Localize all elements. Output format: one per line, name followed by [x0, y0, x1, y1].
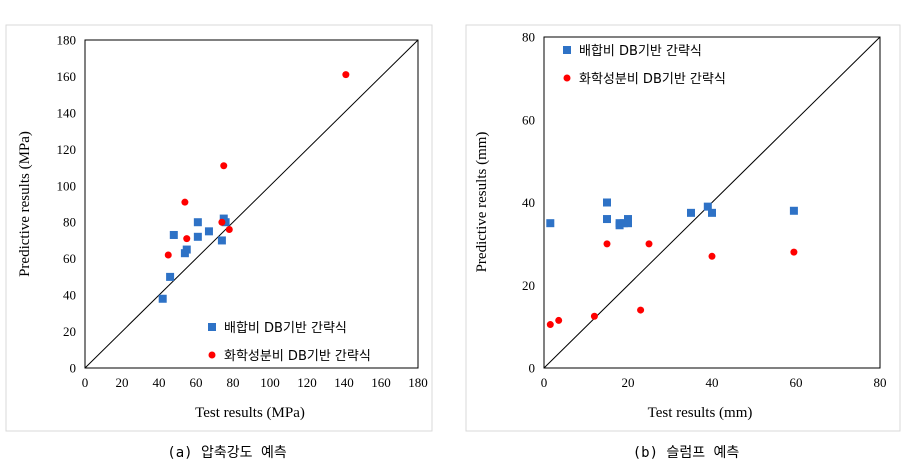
plot-frame: [5, 24, 433, 432]
x-tick-label: 0: [541, 375, 548, 390]
data-point-square: [169, 230, 178, 239]
reference-line: [543, 36, 881, 369]
data-point-square: [703, 202, 712, 211]
reference-line: [84, 39, 419, 369]
legend-square-marker: [563, 46, 571, 54]
data-point-square: [603, 215, 611, 224]
x-tick-label: 60: [790, 375, 803, 390]
x-tick-label: 100: [260, 375, 280, 390]
x-tick-label: 140: [334, 375, 354, 390]
legend: 배합비 DB기반 간략식 화학성분비 DB기반 간략식: [208, 321, 371, 364]
data-marks: [84, 39, 419, 369]
y-tick-label: 80: [63, 215, 76, 230]
data-point-square: [193, 232, 202, 241]
data-point-circle: [590, 312, 598, 320]
y-tick-label: 40: [63, 288, 76, 303]
x-tick-label: 40: [153, 375, 166, 390]
y-tick-label: 100: [57, 178, 77, 193]
x-tick-label: 160: [371, 375, 391, 390]
legend-label-mix-db: 배합비 DB기반 간략식: [579, 44, 702, 59]
y-tick-label: 60: [522, 112, 535, 127]
x-tick-label: 20: [622, 375, 635, 390]
data-point-circle: [645, 240, 653, 248]
y-tick-label: 180: [57, 33, 77, 48]
data-point-circle: [225, 226, 233, 234]
data-point-circle: [183, 235, 191, 243]
axes: 0 20 40 60 80 100 120 140 160 180 0 20 40 60 80 100 120 1…: [57, 33, 428, 391]
data-marks: [543, 36, 881, 369]
legend-square-marker: [208, 323, 216, 331]
data-point-square: [158, 294, 167, 303]
x-tick-label: 120: [297, 375, 317, 390]
legend-label-chem-db: 화학성분비 DB기반 간략식: [224, 349, 371, 364]
x-axis-title: Test results (mm): [648, 405, 753, 421]
data-point-square: [166, 272, 175, 281]
legend-circle-marker: [208, 351, 216, 359]
x-tick-label: 20: [116, 375, 129, 390]
data-point-circle: [546, 321, 554, 329]
plot-frame: [465, 24, 901, 432]
x-tick-label: 80: [874, 375, 887, 390]
x-tick-label: 40: [706, 375, 719, 390]
y-tick-label: 0: [70, 361, 77, 376]
chart-compressive-strength: 0 20 40 60 80 100 120 140 160 180 0 20 40 60 80 100 120 1…: [5, 24, 433, 461]
x-tick-label: 60: [190, 375, 203, 390]
y-tick-label: 40: [522, 195, 535, 210]
legend-label-mix-db: 배합비 DB기반 간략식: [224, 321, 347, 336]
data-point-circle: [790, 248, 798, 256]
data-point-circle: [637, 306, 645, 314]
y-tick-label: 160: [57, 69, 77, 84]
y-tick-label: 20: [63, 324, 76, 339]
data-point-square: [619, 219, 628, 228]
data-point-square: [789, 206, 798, 215]
y-tick-label: 20: [522, 278, 535, 293]
x-tick-label: 180: [408, 375, 428, 390]
y-tick-label: 120: [57, 142, 77, 157]
data-point-circle: [555, 316, 563, 324]
data-point-square: [624, 215, 632, 224]
data-point-circle: [181, 198, 189, 206]
data-point-square: [193, 218, 202, 227]
legend-label-chem-db: 화학성분비 DB기반 간략식: [579, 72, 726, 87]
y-axis-title: Predictive results (mm): [474, 132, 490, 273]
x-tick-label: 0: [82, 375, 89, 390]
data-point-square: [182, 245, 191, 254]
chart-caption: (a) 압축강도 예측: [167, 445, 287, 461]
data-point-circle: [220, 162, 228, 170]
data-point-circle: [342, 71, 350, 79]
data-point-square: [204, 227, 213, 236]
y-tick-label: 80: [522, 30, 535, 45]
y-tick-label: 60: [63, 251, 76, 266]
plot-area-border: [84, 39, 419, 369]
data-point-square: [546, 219, 555, 228]
axes: 0 20 40 60 80 0 20 40 60 80: [522, 30, 887, 391]
data-point-square: [615, 221, 624, 230]
data-point-square: [687, 208, 695, 217]
x-tick-label: 80: [227, 375, 240, 390]
legend: 배합비 DB기반 간략식 화학성분비 DB기반 간략식: [563, 44, 726, 87]
chart-caption: (b) 슬럼프 예측: [633, 445, 740, 461]
data-point-square: [624, 219, 632, 228]
legend-circle-marker: [563, 74, 571, 82]
data-point-circle: [164, 251, 172, 259]
data-point-square: [217, 236, 226, 245]
y-axis-title: Predictive results (MPa): [17, 131, 33, 277]
plot-area-border: [543, 36, 881, 369]
y-tick-label: 0: [529, 361, 536, 376]
x-axis-title: Test results (MPa): [195, 405, 305, 421]
data-point-square: [221, 218, 230, 227]
data-point-square: [708, 208, 716, 217]
data-point-square: [603, 198, 611, 207]
data-point-circle: [708, 252, 716, 260]
chart-slump: 0 20 40 60 80 0 20 40 60 80 배합비 DB기반 간략식 화학성분비 DB…: [465, 24, 901, 461]
data-point-circle: [603, 240, 611, 248]
y-tick-label: 140: [57, 105, 77, 120]
data-point-circle: [218, 218, 226, 226]
